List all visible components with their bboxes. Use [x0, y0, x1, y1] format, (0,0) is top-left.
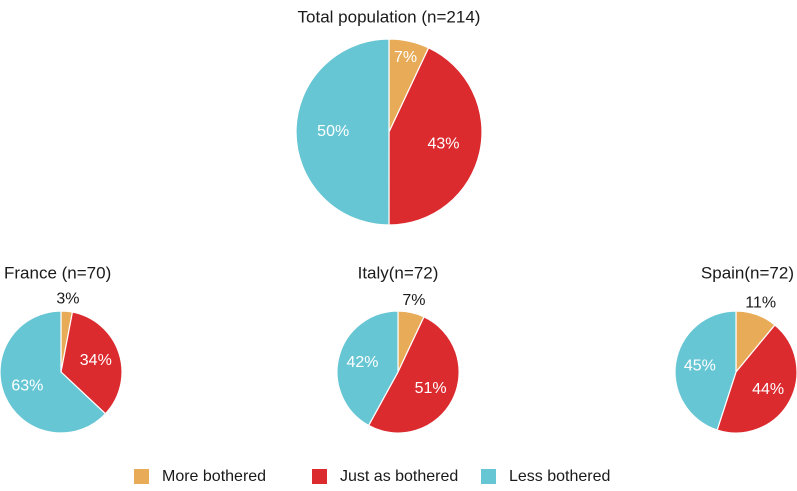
- slice-label: 34%: [80, 352, 112, 369]
- legend-label: Just as bothered: [340, 468, 458, 485]
- pie-title: France (n=70): [4, 263, 111, 282]
- slice-label: 7%: [402, 292, 425, 309]
- slice-label: 44%: [752, 381, 784, 398]
- pie-3: Spain(n=72) 11% 44% 45%: [674, 263, 797, 434]
- slice-label: 7%: [394, 49, 417, 66]
- pie-0: Total population (n=214) 7% 43% 50%: [295, 7, 483, 226]
- pie-title: Total population (n=214): [298, 7, 481, 26]
- legend-label: More bothered: [162, 468, 266, 485]
- pie-slice: [295, 38, 390, 226]
- pie-slice: [60, 311, 123, 415]
- legend-item: More bothered: [134, 468, 266, 485]
- pie-title: Spain(n=72): [701, 263, 794, 282]
- slice-label: 42%: [346, 354, 378, 371]
- pie-slice: [674, 310, 737, 431]
- slice-label: 51%: [415, 380, 447, 397]
- pie-slice: [716, 324, 797, 434]
- pie-slice: [0, 310, 107, 434]
- pie-2: Italy(n=72) 7% 51% 42%: [336, 263, 460, 434]
- pie-title: Italy(n=72): [358, 263, 439, 282]
- legend: More bothered Just as bothered Less bother…: [134, 468, 610, 485]
- legend-swatch: [134, 469, 149, 484]
- slice-label: 3%: [56, 291, 79, 308]
- slice-label: 43%: [427, 135, 459, 152]
- slice-label: 50%: [317, 123, 349, 140]
- legend-swatch: [481, 469, 496, 484]
- pie-1: France (n=70) 3% 34% 63%: [0, 263, 123, 434]
- slice-label: 11%: [745, 295, 776, 312]
- legend-item: Less bothered: [481, 468, 610, 485]
- pie-slice: [388, 47, 483, 226]
- pie-slice: [336, 310, 399, 427]
- slice-label: 63%: [11, 378, 43, 395]
- pies-group: Total population (n=214) 7% 43% 50% France (…: [0, 7, 797, 434]
- legend-label: Less bothered: [509, 468, 610, 485]
- legend-swatch: [312, 469, 327, 484]
- slice-label: 45%: [684, 358, 716, 375]
- legend-item: Just as bothered: [312, 468, 458, 485]
- pie-slice: [367, 316, 460, 434]
